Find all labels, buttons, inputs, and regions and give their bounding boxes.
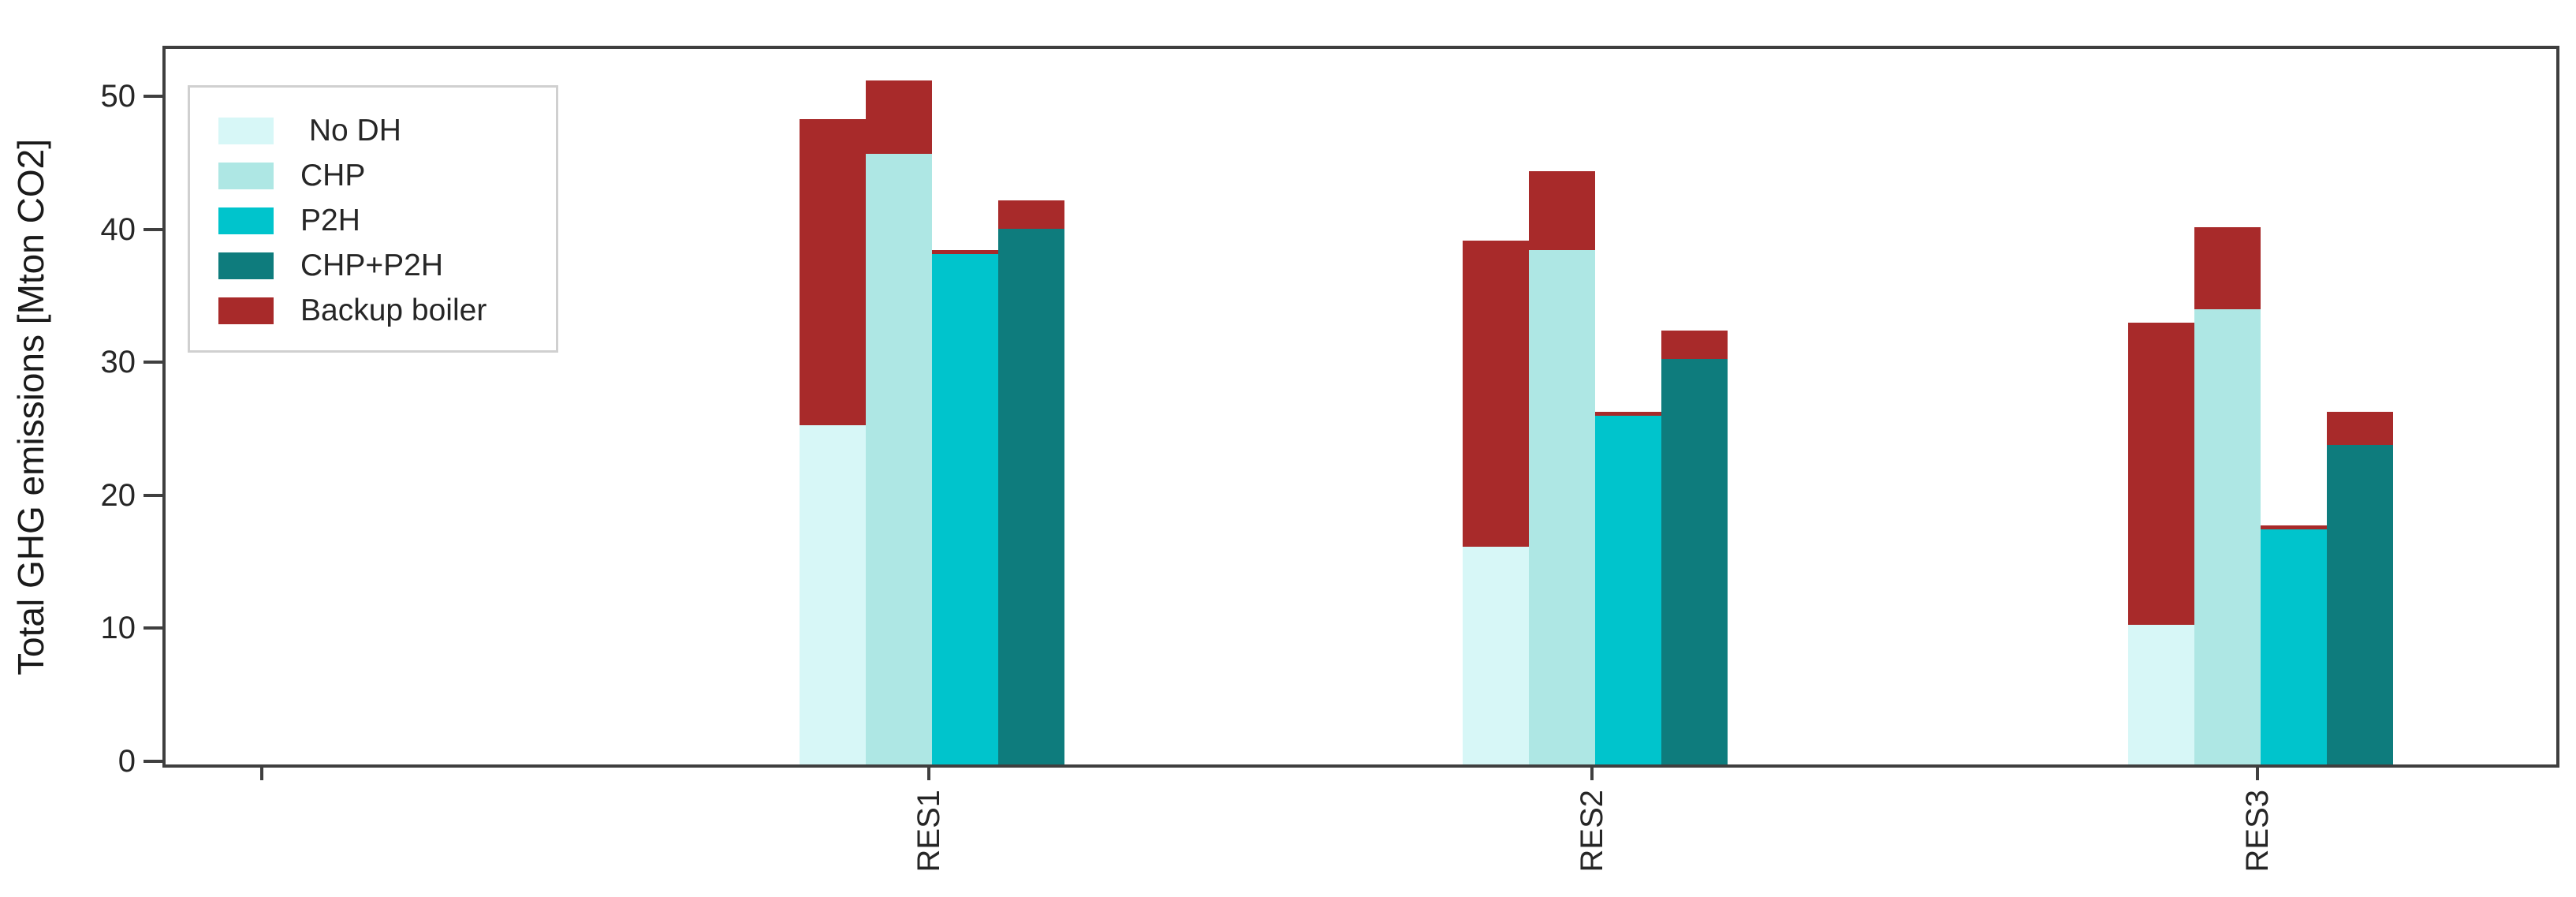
legend-label: Backup boiler — [300, 293, 487, 327]
bar-res1-chpp2h-base — [998, 228, 1065, 764]
bar-res2-chp-backup — [1529, 171, 1596, 250]
ytick-label-20: 20 — [100, 477, 136, 513]
bar-res2-chp-base — [1529, 249, 1596, 764]
bar-res3-p2h-backup — [2260, 525, 2327, 529]
ytick-mark-10 — [144, 626, 162, 630]
legend-label: P2H — [300, 203, 360, 237]
legend-swatch-p2h — [218, 207, 274, 234]
plot-area: No DH CHP P2H CHP+P2H Backup boiler — [162, 46, 2559, 768]
xtick-mark-res3 — [2255, 764, 2259, 780]
xtick-mark-res1 — [927, 764, 931, 780]
legend-items: No DH CHP P2H CHP+P2H Backup boiler — [218, 108, 535, 333]
bar-res3-nodh-base — [2127, 624, 2194, 764]
legend-item: P2H — [218, 198, 535, 243]
ytick-mark-40 — [144, 227, 162, 231]
bar-res3-chpp2h-backup — [2326, 412, 2393, 446]
ytick-label-30: 30 — [100, 345, 136, 380]
bar-res2-chpp2h-base — [1661, 358, 1728, 764]
bar-res2-chpp2h-backup — [1661, 331, 1728, 359]
bar-res1-chp-backup — [866, 80, 933, 155]
ytick-mark-0 — [144, 760, 162, 763]
xtick-label-res1: RES1 — [911, 790, 947, 873]
bar-res1-p2h-backup — [932, 249, 999, 254]
y-axis-label: Total GHG emissions [Mton CO2] — [10, 139, 51, 676]
legend-label: CHP — [300, 158, 366, 192]
legend-swatch-chp — [218, 162, 274, 189]
bar-res3-chp-base — [2194, 309, 2261, 764]
bar-res3-nodh-backup — [2127, 323, 2194, 625]
legend-item: No DH — [218, 108, 535, 153]
bar-res2-nodh-backup — [1463, 240, 1530, 547]
legend-item: CHP — [218, 153, 535, 198]
legend-label: CHP+P2H — [300, 248, 443, 282]
bar-res3-chpp2h-base — [2326, 445, 2393, 764]
bar-res2-p2h-base — [1595, 416, 1662, 764]
xtick-mark-res2 — [1590, 764, 1594, 780]
bars-layer — [166, 49, 2556, 764]
ytick-label-0: 0 — [117, 744, 136, 779]
legend-swatch-chp-p2h — [218, 252, 274, 279]
ytick-label-40: 40 — [100, 211, 136, 247]
bar-res1-nodh-backup — [800, 119, 867, 426]
ytick-label-10: 10 — [100, 611, 136, 646]
legend-swatch-no-dh — [218, 117, 274, 144]
bar-res1-chpp2h-backup — [998, 200, 1065, 229]
ytick-mark-30 — [144, 361, 162, 364]
legend-label: No DH — [300, 113, 401, 148]
bar-res1-p2h-base — [932, 253, 999, 764]
xtick-mark-unlabeled — [260, 764, 264, 780]
legend-item: Backup boiler — [218, 288, 535, 333]
xtick-label-res3: RES3 — [2239, 790, 2275, 873]
xtick-label-res2: RES2 — [1575, 790, 1610, 873]
legend-item: CHP+P2H — [218, 243, 535, 288]
legend: No DH CHP P2H CHP+P2H Backup boiler — [188, 85, 558, 353]
legend-swatch-backup-boiler — [218, 297, 274, 324]
bar-res2-nodh-base — [1463, 546, 1530, 764]
bar-res3-chp-backup — [2194, 226, 2261, 310]
ytick-mark-50 — [144, 95, 162, 99]
bar-res2-p2h-backup — [1595, 412, 1662, 417]
bar-res1-chp-base — [866, 154, 933, 764]
bar-res1-nodh-base — [800, 425, 867, 764]
ytick-label-50: 50 — [100, 79, 136, 114]
bar-res3-p2h-base — [2260, 529, 2327, 764]
ytick-mark-20 — [144, 493, 162, 497]
